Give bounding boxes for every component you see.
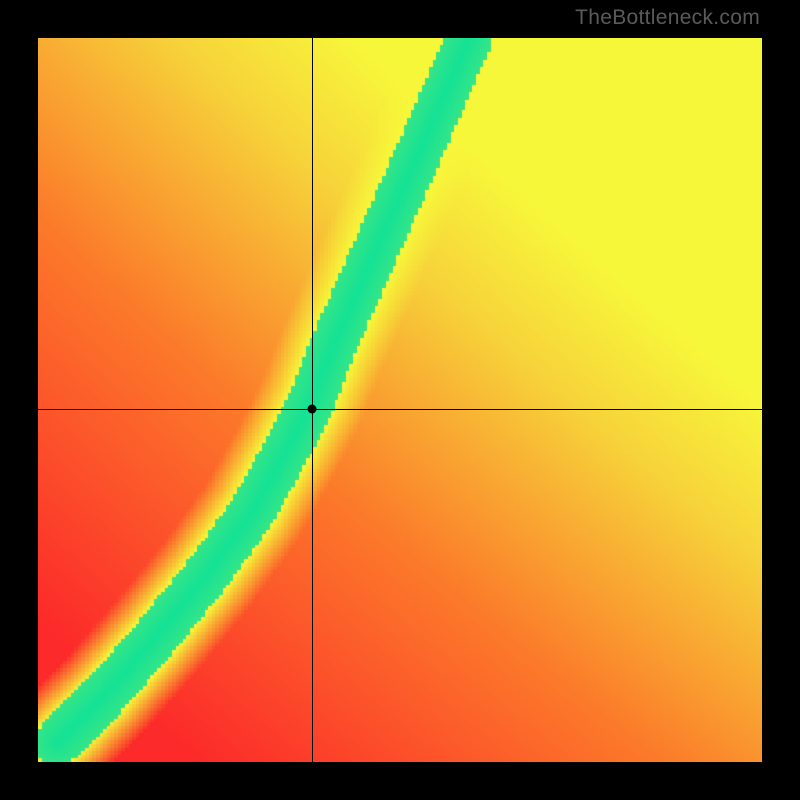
watermark-text: TheBottleneck.com: [575, 6, 760, 30]
crosshair-horizontal: [38, 409, 762, 410]
selection-marker: [307, 405, 316, 414]
heatmap-canvas: [38, 38, 762, 762]
crosshair-vertical: [312, 38, 313, 762]
heatmap-plot-area: [38, 38, 762, 762]
